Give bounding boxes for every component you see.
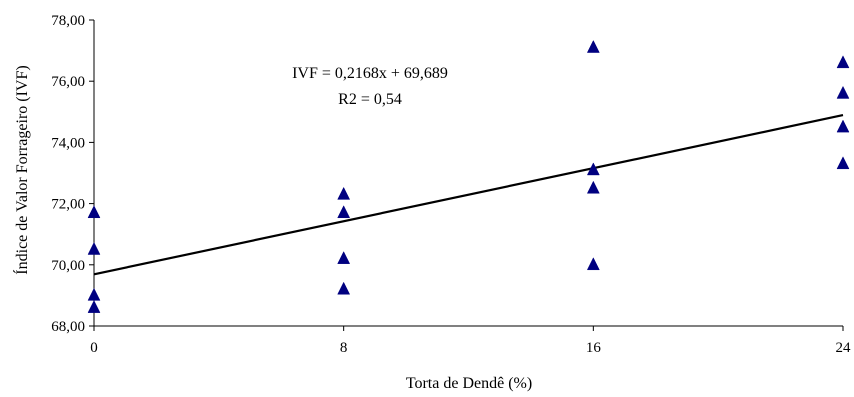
data-point bbox=[836, 156, 850, 170]
data-point bbox=[836, 85, 850, 99]
data-point bbox=[586, 257, 600, 271]
data-points bbox=[87, 39, 850, 313]
r2-annotation: R2 = 0,54 bbox=[338, 91, 402, 108]
equation-annotation: IVF = 0,2168x + 69,689 bbox=[292, 65, 448, 82]
data-point bbox=[337, 186, 351, 200]
data-point bbox=[586, 162, 600, 176]
ticks: 68,00 70,00 72,00 74,00 76,00 78,00 0 8 16 24 bbox=[51, 13, 851, 356]
data-point bbox=[87, 205, 101, 219]
data-point bbox=[337, 251, 351, 264]
data-point bbox=[87, 241, 101, 255]
x-tick-label: 0 bbox=[90, 340, 98, 356]
y-tick-label: 74,00 bbox=[51, 135, 85, 151]
axes bbox=[93, 20, 843, 327]
y-tick-label: 78,00 bbox=[51, 13, 85, 29]
y-tick-label: 72,00 bbox=[51, 197, 85, 213]
data-point bbox=[337, 205, 351, 219]
data-point bbox=[337, 281, 351, 295]
y-tick-label: 70,00 bbox=[51, 258, 85, 274]
data-point bbox=[586, 180, 600, 194]
y-tick-label: 76,00 bbox=[51, 74, 85, 90]
trendline bbox=[93, 114, 844, 276]
data-point bbox=[586, 39, 600, 53]
data-point bbox=[87, 287, 101, 301]
data-point bbox=[87, 300, 101, 313]
data-point bbox=[836, 55, 850, 69]
y-axis-title: Índice de Valor Forrageiro (IVF) bbox=[12, 65, 31, 274]
x-tick-label: 16 bbox=[586, 340, 602, 356]
x-axis-title: Torta de Dendê (%) bbox=[406, 375, 532, 392]
y-tick-label: 68,00 bbox=[51, 319, 85, 335]
trendline-group bbox=[93, 114, 844, 276]
x-tick-label: 8 bbox=[340, 340, 348, 356]
x-tick-label: 24 bbox=[836, 340, 852, 356]
data-point bbox=[836, 119, 850, 133]
